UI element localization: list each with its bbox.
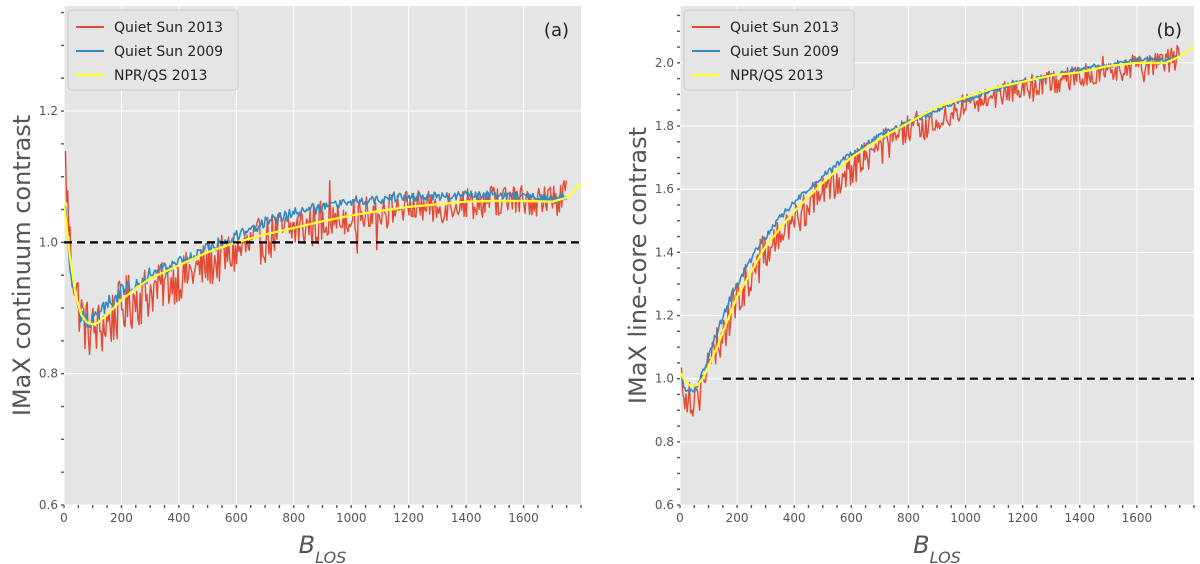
x-tick-label: 1600 — [1122, 511, 1153, 525]
y-tick-label: 0.8 — [39, 367, 58, 381]
x-tick-label: 1400 — [451, 511, 482, 525]
y-tick-label: 1.0 — [39, 235, 58, 249]
panel-label: (b) — [1157, 20, 1182, 41]
y-tick-label: 2.0 — [655, 56, 674, 70]
panel-label: (a) — [544, 20, 569, 41]
y-tick-label: 0.8 — [655, 435, 674, 449]
legend-entry: Quiet Sun 2013 — [114, 20, 223, 36]
y-tick-label: 1.2 — [39, 104, 58, 118]
x-axis-label: BLOS — [299, 531, 347, 564]
x-tick-label: 600 — [225, 511, 248, 525]
x-tick-label: 600 — [840, 511, 863, 525]
x-tick-label: 800 — [897, 511, 920, 525]
series-line-quiet-sun-2009 — [64, 189, 568, 329]
legend-entry: NPR/QS 2013 — [730, 68, 823, 84]
y-tick-label: 0.6 — [39, 498, 58, 512]
x-tick-label: 400 — [167, 511, 190, 525]
y-axis-label: IMaX line-core contrast — [624, 127, 652, 404]
legend-entry: Quiet Sun 2009 — [114, 44, 223, 60]
series-group — [680, 44, 1194, 417]
legend-entry: Quiet Sun 2009 — [730, 44, 839, 60]
y-axis-label: IMaX continuum contrast — [8, 115, 36, 416]
legend-entry: NPR/QS 2013 — [114, 68, 207, 84]
y-tick-label: 1.2 — [655, 309, 674, 323]
x-axis-label-subscript: LOS — [315, 548, 346, 564]
y-tick-label: 0.6 — [655, 498, 674, 512]
x-tick-label: 1200 — [1007, 511, 1038, 525]
legend-box — [683, 9, 855, 91]
x-axis-label: BLOS — [913, 531, 961, 564]
y-tick-label: 1.8 — [655, 119, 674, 133]
legend: Quiet Sun 2013 Quiet Sun 2009 NPR/QS 2013 — [67, 9, 239, 91]
x-tick-label: 400 — [783, 511, 806, 525]
x-tick-label: 800 — [282, 511, 305, 525]
y-tick-label: 1.4 — [655, 245, 674, 259]
y-tick-label: 1.0 — [655, 372, 674, 386]
x-tick-label: 200 — [110, 511, 133, 525]
legend-box — [67, 9, 239, 91]
x-tick-label: 1400 — [1065, 511, 1096, 525]
x-tick-label: 1000 — [950, 511, 981, 525]
x-tick-label: 200 — [726, 511, 749, 525]
panel-a: 0 200 400 600 800 1000 1200 1400 1600 0.6 0.8 1.0 1.… — [8, 6, 582, 564]
x-tick-label: 0 — [60, 511, 68, 525]
legend-entry: Quiet Sun 2013 — [730, 20, 839, 36]
x-tick-label: 1000 — [336, 511, 367, 525]
panel-b: 0 200 400 600 800 1000 1200 1400 1600 0.6 0.8 1.0 1.… — [624, 6, 1195, 564]
x-axis-label-subscript: LOS — [930, 548, 961, 564]
x-tick-label: 1200 — [393, 511, 424, 525]
series-line-npr-qs-2013 — [680, 46, 1194, 388]
series-line-quiet-sun-2009 — [680, 54, 1181, 394]
x-tick-label: 1600 — [508, 511, 539, 525]
x-tick-label: 0 — [676, 511, 684, 525]
y-tick-label: 1.6 — [655, 182, 674, 196]
legend: Quiet Sun 2013 Quiet Sun 2009 NPR/QS 2013 — [683, 9, 855, 91]
